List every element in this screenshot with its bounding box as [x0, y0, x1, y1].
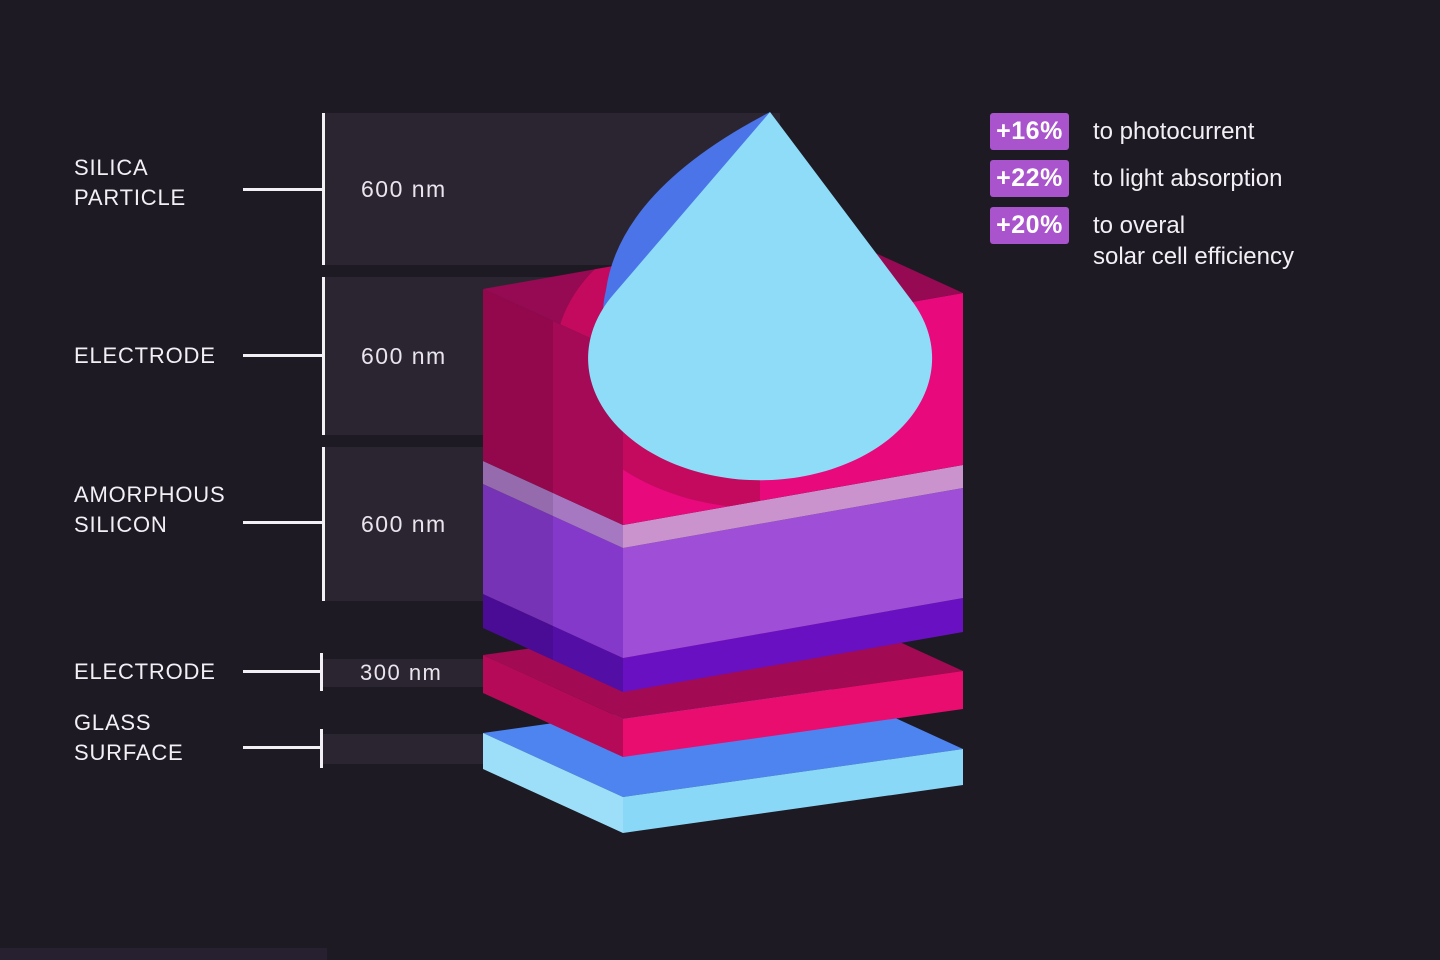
stat-badge: +16%: [990, 113, 1069, 150]
label-line: ELECTRODE: [74, 343, 216, 368]
amorphous-silicon-band: [483, 484, 963, 658]
silica-particle-droplet: [588, 112, 933, 481]
measure-value: 300 nm: [360, 660, 443, 685]
callout-line-amorphous: [243, 521, 322, 524]
stat-overall-efficiency: +20% to overal solar cell efficiency: [990, 207, 1294, 272]
amorphous-silicon-deep-band: [483, 594, 963, 692]
droplet-front: [588, 112, 933, 481]
purple-band-right-face: [623, 488, 963, 658]
stat-text: to photocurrent: [1093, 116, 1254, 147]
purple-band-left-face: [483, 484, 623, 658]
tick-electrode-bottom: [320, 653, 323, 691]
label-line: AMORPHOUS: [74, 482, 226, 507]
stat-photocurrent: +16% to photocurrent: [990, 113, 1254, 150]
label-line: SILICA: [74, 155, 149, 180]
label-line: ELECTRODE: [74, 659, 216, 684]
stat-text-line: solar cell efficiency: [1093, 243, 1294, 270]
callout-line-silica: [243, 188, 322, 191]
stat-text: to overal solar cell efficiency: [1093, 210, 1294, 272]
callout-line-electrode-top: [243, 354, 322, 357]
glass-slab-left-face: [483, 733, 623, 833]
stat-text-line: to overal: [1093, 212, 1186, 239]
label-line: SURFACE: [74, 740, 184, 765]
measure-value: 600 nm: [361, 342, 447, 369]
mauve-strip-left-face: [483, 461, 623, 548]
electrode-block-left-shade: [483, 289, 553, 660]
label-amorphous-silicon: AMORPHOUS SILICON: [74, 480, 225, 540]
bottom-edge-strip: [0, 948, 327, 960]
electrode-slab-left-face: [483, 655, 623, 757]
glass-slab-right-face: [623, 749, 963, 833]
label-line: GLASS: [74, 710, 152, 735]
measure-value: 600 nm: [361, 510, 447, 537]
mauve-strip-right-face: [623, 465, 963, 548]
stat-light-absorption: +22% to light absorption: [990, 160, 1282, 197]
amorphous-silicon-highlight-strip: [483, 461, 963, 548]
measure-value: 600 nm: [361, 175, 447, 202]
callout-line-electrode-bottom: [243, 670, 322, 673]
callout-line-glass: [243, 746, 322, 749]
label-silica-particle: SILICA PARTICLE: [74, 153, 186, 213]
deep-band-left-face: [483, 594, 623, 692]
label-electrode-bottom: ELECTRODE: [74, 657, 216, 687]
stat-badge: +22%: [990, 160, 1069, 197]
label-glass-surface: GLASS SURFACE: [74, 708, 184, 768]
tick-glass: [320, 729, 323, 768]
label-line: SILICON: [74, 512, 168, 537]
label-line: PARTICLE: [74, 185, 186, 210]
electrode-slab-right-face: [623, 671, 963, 757]
stat-text: to light absorption: [1093, 163, 1282, 194]
stat-text-line: to light absorption: [1093, 165, 1283, 192]
electrode-block-left-face: [483, 289, 623, 525]
label-electrode-top: ELECTRODE: [74, 341, 216, 371]
stat-text-line: to photocurrent: [1093, 118, 1255, 145]
deep-band-right-face: [623, 598, 963, 692]
stat-badge: +20%: [990, 207, 1069, 244]
